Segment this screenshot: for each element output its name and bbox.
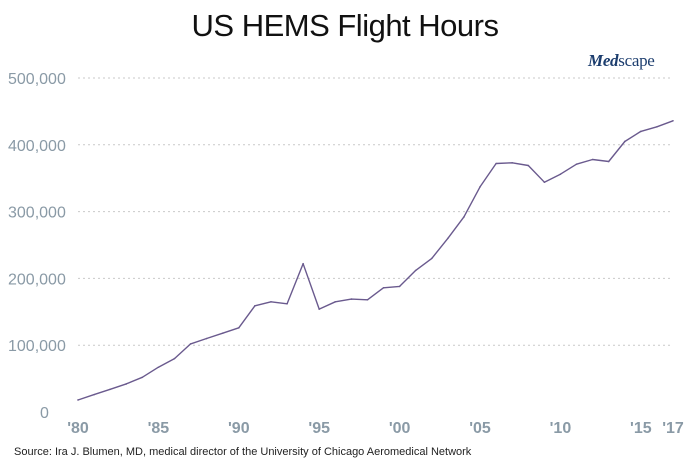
data-point	[382, 286, 385, 289]
data-point	[334, 300, 337, 303]
data-point	[77, 399, 79, 401]
data-point	[430, 257, 433, 260]
medscape-logo: Medscape	[588, 51, 655, 71]
data-point	[157, 366, 160, 369]
data-point	[495, 162, 497, 165]
data-point	[205, 337, 208, 340]
chart-title: US HEMS Flight Hours	[191, 8, 499, 43]
data-point	[447, 237, 449, 240]
data-point	[270, 300, 272, 303]
y-tick-label: 100,000	[8, 338, 66, 355]
data-point	[543, 181, 546, 184]
data-point	[221, 332, 224, 334]
x-tick-label: '00	[389, 420, 411, 437]
x-tick-label: '15	[630, 420, 652, 437]
y-tick-label: 200,000	[8, 271, 66, 288]
data-point	[173, 357, 176, 360]
data-point	[463, 216, 465, 218]
source-note: Source: Ira J. Blumen, MD, medical direc…	[14, 446, 472, 458]
x-axis-ticks: '80 '85 '90 '95 '00 '05 '10 '15 '17	[67, 420, 684, 437]
data-point	[93, 393, 95, 396]
data-point	[640, 130, 642, 133]
x-tick-label: '10	[550, 420, 572, 437]
data-point	[559, 173, 562, 175]
logo-part-scape: scape	[618, 51, 655, 70]
data-point	[511, 162, 513, 164]
data-point	[238, 327, 240, 329]
data-point	[414, 269, 417, 272]
logo-part-med: Med	[588, 51, 619, 70]
data-point	[479, 186, 481, 188]
data-point	[623, 140, 626, 143]
y-tick-label: 0	[40, 405, 49, 422]
x-tick-label: '90	[228, 420, 250, 437]
y-axis-ticks: 0 100,000 200,000 300,000 400,000 500,000	[8, 71, 66, 422]
data-point	[575, 163, 578, 165]
data-point	[109, 388, 111, 391]
data-point	[286, 302, 288, 305]
x-tick-label: '95	[308, 420, 330, 437]
data-point	[607, 160, 610, 163]
series-group	[77, 119, 674, 401]
data-point	[527, 164, 530, 167]
x-tick-label: '17	[662, 420, 684, 437]
x-tick-label: '05	[469, 420, 491, 437]
data-point	[254, 304, 256, 307]
data-point	[189, 343, 192, 345]
data-point	[141, 376, 144, 379]
data-point	[672, 119, 674, 122]
data-point	[366, 298, 369, 301]
x-tick-label: '85	[148, 420, 170, 437]
x-tick-label: '80	[67, 420, 89, 437]
data-point	[350, 298, 353, 300]
data-point	[398, 285, 401, 288]
data-point	[302, 262, 304, 265]
data-point	[656, 125, 658, 128]
data-point	[318, 308, 321, 310]
y-tick-label: 400,000	[8, 138, 66, 155]
y-tick-label: 300,000	[8, 205, 66, 222]
series-line	[77, 120, 674, 401]
data-point	[591, 158, 594, 161]
data-point	[125, 383, 128, 385]
gridlines	[78, 77, 673, 346]
y-tick-label: 500,000	[8, 71, 66, 88]
